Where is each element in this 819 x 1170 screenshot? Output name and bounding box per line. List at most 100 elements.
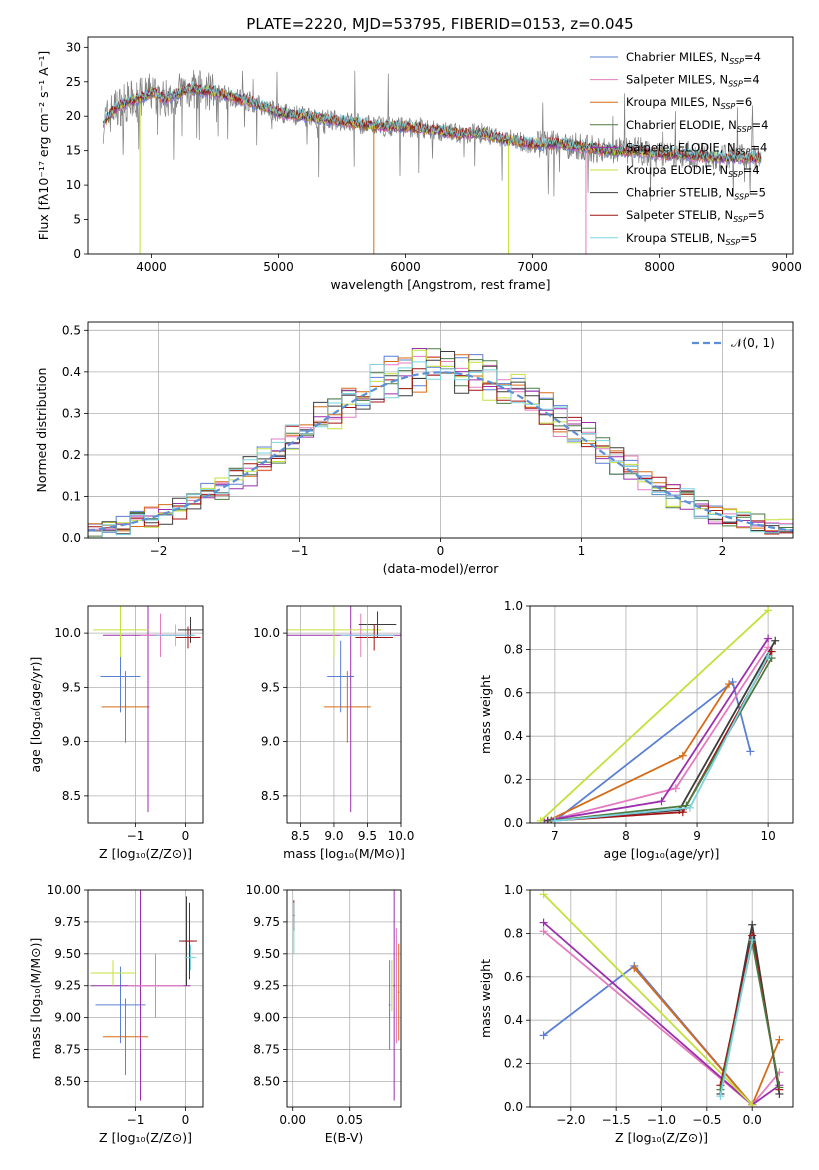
- x-tick-label: 0.05: [336, 1113, 363, 1127]
- y-tick-label: 1.0: [504, 883, 523, 897]
- y-axis-label: mass weight: [478, 959, 493, 1038]
- histogram-kroupa_elodie: [88, 349, 793, 538]
- y-axis-label: Flux [fλ10⁻¹⁷ erg cm⁻² s⁻¹ A⁻¹]: [36, 51, 51, 240]
- y-tick-label: 10.00: [47, 883, 81, 897]
- y-tick-label: 0.3: [62, 406, 81, 420]
- x-tick-label: 0.00: [279, 1113, 306, 1127]
- y-tick-label: 0.4: [504, 729, 523, 743]
- y-tick-label: 9.75: [54, 915, 81, 929]
- x-axis-label: Z [log₁₀(Z/Z⊙)]: [99, 846, 192, 861]
- y-tick-label: 0.2: [62, 448, 81, 462]
- panel-age_vs_z: −1 0 8.5 9.0 9.5 10.0 Z [log₁₀(Z/Z⊙)] age [log₁…: [28, 605, 204, 861]
- y-tick-label: 0.0: [62, 531, 81, 545]
- x-tick-label: −2: [150, 544, 168, 558]
- model-spectrum-kroupa_stelib: [102, 81, 762, 161]
- legend-label: Chabrier STELIB, NSSP=5: [626, 186, 766, 202]
- spectrum-legend: Chabrier MILES, NSSP=4 Salpeter MILES, NS…: [590, 50, 768, 247]
- x-tick-label: −1: [291, 544, 309, 558]
- x-tick-label: 6000: [390, 260, 421, 274]
- weight-line: [547, 683, 730, 822]
- plot-area-massweight_vs_z: [539, 890, 784, 1107]
- weight-line: [719, 939, 754, 1097]
- x-tick-label: −1: [127, 1113, 145, 1127]
- y-tick-label: 8.50: [253, 1074, 280, 1088]
- y-tick-label: 9.75: [253, 915, 280, 929]
- y-tick-label: 8.50: [54, 1074, 81, 1088]
- x-tick-label: 7: [551, 829, 559, 843]
- plot-area-age_vs_mass: [287, 606, 401, 813]
- x-axis-label: mass [log₁₀(M/M⊙)]: [283, 846, 405, 861]
- y-axis-label: age [log₁₀(age/yr)]: [28, 657, 43, 773]
- weight-line: [540, 609, 769, 822]
- y-tick-label: 0.1: [62, 489, 81, 503]
- y-axis-label: mass weight: [478, 675, 493, 754]
- panel-massweight_vs_age: 7 8 9 10 0.0 0.2 0.4 0.6 0.8 1.0 age [log₁₀(age/yr…: [478, 599, 794, 861]
- x-tick-label: −1: [127, 829, 145, 843]
- axes-frame: [286, 605, 402, 824]
- x-axis-label: wavelength [Angstrom, rest frame]: [330, 277, 550, 292]
- y-tick-label: 0.0: [504, 1100, 523, 1114]
- axes-frame: [87, 36, 794, 255]
- y-tick-label: 0.0: [504, 816, 523, 830]
- x-tick-label: 9: [693, 829, 701, 843]
- axes-frame: [87, 889, 204, 1108]
- y-tick-label: 20: [66, 109, 81, 123]
- x-tick-label: 0: [182, 1113, 190, 1127]
- plot-area-mass_vs_z: [90, 890, 197, 1101]
- legend-label: Kroupa MILES, NSSP=6: [626, 95, 752, 111]
- y-tick-label: 0.8: [504, 926, 523, 940]
- x-axis-label: E(B-V): [325, 1130, 364, 1145]
- x-axis-label: Z [log₁₀(Z/Z⊙)]: [615, 1130, 708, 1145]
- y-tick-label: 0.2: [504, 1057, 523, 1071]
- y-tick-label: 1.0: [504, 599, 523, 613]
- plot-area-mass_vs_ebv: [292, 890, 400, 1101]
- panel-mass_vs_ebv: 0.00 0.05 8.50 8.75 9.00 9.25 9.50 9.75 10.00 E(B…: [246, 883, 402, 1145]
- y-tick-label: 0.4: [504, 1013, 523, 1027]
- x-tick-label: 0.0: [743, 1113, 762, 1127]
- x-tick-label: 0: [182, 829, 190, 843]
- y-tick-label: 8.75: [54, 1043, 81, 1057]
- y-tick-label: 0.6: [504, 686, 523, 700]
- panel-residuals: −2 −1 0 1 2 0.0 0.1 0.2 0.3 0.4 0.5 (data-model)/er…: [34, 321, 794, 576]
- histogram-kroupa_stelib: [88, 361, 793, 538]
- x-tick-label: 8: [622, 829, 630, 843]
- legend-label: Kroupa STELIB, NSSP=5: [626, 231, 757, 247]
- y-tick-label: 9.5: [261, 680, 280, 694]
- weight-line: [719, 935, 781, 1090]
- y-tick-label: 9.50: [54, 947, 81, 961]
- x-tick-label: 8.5: [291, 829, 310, 843]
- axes-frame: [87, 321, 794, 539]
- y-tick-label: 9.00: [253, 1011, 280, 1025]
- x-tick-label: 9.0: [324, 829, 343, 843]
- legend-label: Salpeter STELIB, NSSP=5: [626, 208, 765, 224]
- legend-label: Chabrier ELODIE, NSSP=4: [626, 118, 768, 134]
- figure-title: PLATE=2220, MJD=53795, FIBERID=0153, z=0…: [246, 15, 633, 33]
- x-tick-label: 8000: [644, 260, 675, 274]
- x-tick-label: 10: [760, 829, 775, 843]
- weight-line: [554, 680, 752, 822]
- y-tick-label: 30: [66, 40, 81, 54]
- legend-label: 𝒩(0, 1): [731, 336, 775, 350]
- y-tick-label: 10.00: [246, 883, 280, 897]
- y-tick-label: 8.5: [261, 789, 280, 803]
- y-tick-label: 8.5: [62, 789, 81, 803]
- x-tick-label: 9000: [771, 260, 802, 274]
- weight-line: [719, 941, 781, 1090]
- y-tick-label: 9.50: [253, 947, 280, 961]
- y-tick-label: 0.2: [504, 773, 523, 787]
- y-tick-label: 10.0: [54, 626, 81, 640]
- x-tick-label: 9.5: [358, 829, 377, 843]
- y-axis-label: Normed distribution: [34, 368, 49, 493]
- legend-label: Kroupa ELODIE, NSSP=4: [626, 163, 760, 179]
- x-tick-label: 4000: [136, 260, 167, 274]
- plot-area-age_vs_z: [93, 606, 203, 813]
- y-tick-label: 5: [73, 213, 81, 227]
- legend-label: Chabrier MILES, NSSP=4: [626, 50, 761, 66]
- y-tick-label: 10: [66, 178, 81, 192]
- y-tick-label: 0.8: [504, 642, 523, 656]
- plot-area-spectrum: [102, 69, 762, 254]
- axes-frame: [87, 605, 204, 824]
- x-tick-label: 10.0: [388, 829, 415, 843]
- axes-frame: [529, 889, 794, 1108]
